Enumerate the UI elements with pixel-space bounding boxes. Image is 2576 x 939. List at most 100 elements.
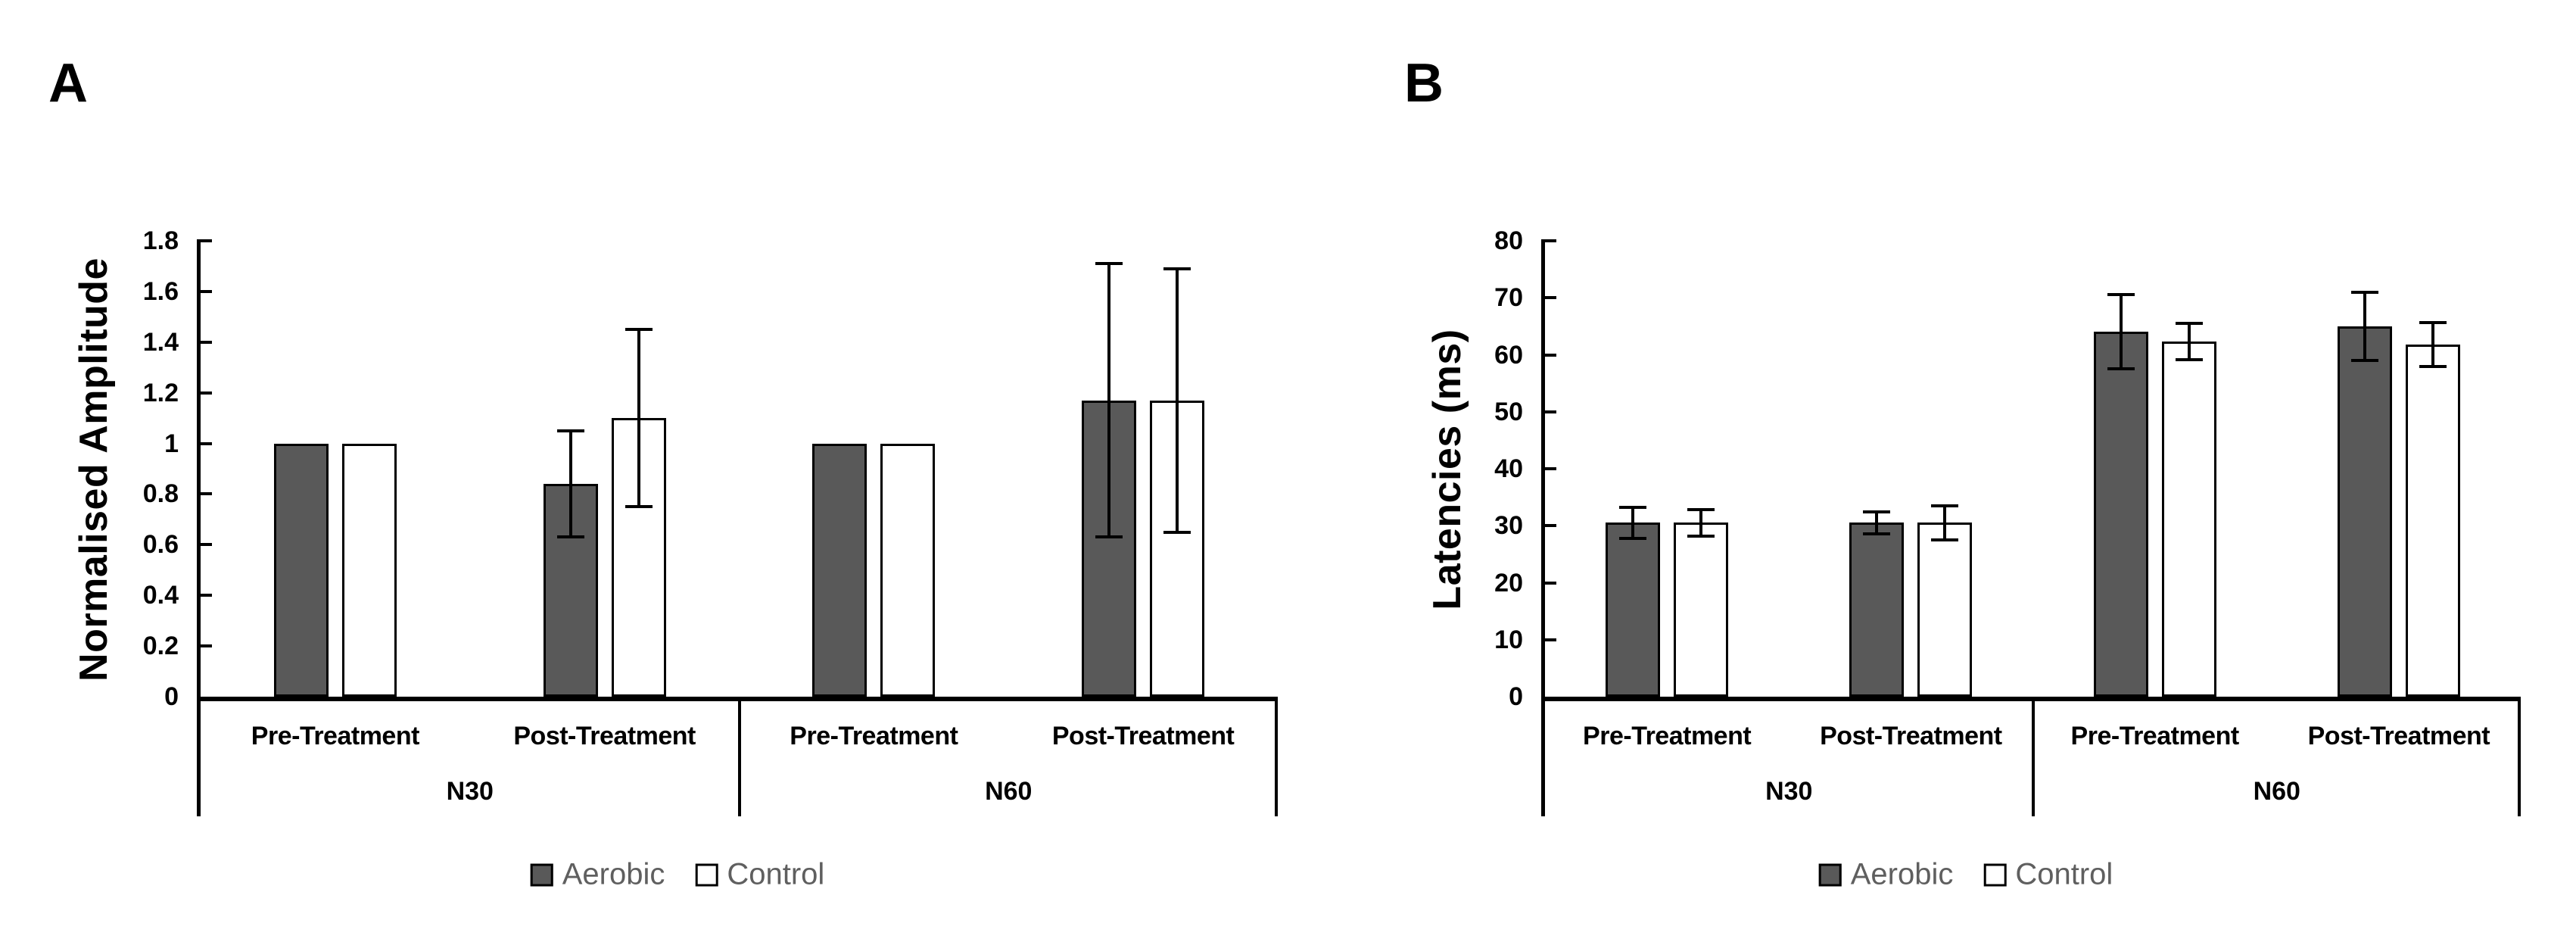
- y-axis-line: [1541, 239, 1545, 816]
- bar-control: [1674, 523, 1729, 697]
- category-label: Post-Treatment: [1820, 722, 2002, 750]
- group-label: N30: [446, 777, 494, 806]
- y-tick-mark: [1545, 353, 1556, 357]
- category-label: Post-Treatment: [2307, 722, 2490, 750]
- bar-control: [341, 443, 397, 697]
- y-tick-label: 0.6: [142, 530, 179, 560]
- error-bar-bottom-cap: [2107, 367, 2135, 371]
- y-axis-line: [197, 239, 201, 816]
- bar-aerobic: [543, 484, 598, 697]
- error-bar-top-cap: [625, 328, 653, 332]
- error-bar-top-cap: [2419, 321, 2447, 325]
- panel-a-letter: A: [48, 53, 88, 114]
- error-bar: [2431, 323, 2434, 367]
- error-bar-bottom-cap: [1619, 536, 1647, 540]
- y-tick-label: 80: [1494, 226, 1523, 255]
- error-bar-top-cap: [1619, 506, 1647, 510]
- y-tick-label: 60: [1494, 340, 1523, 370]
- error-bar-top-cap: [2175, 322, 2203, 326]
- error-bar-top-cap: [2107, 293, 2135, 297]
- error-bar-bottom-cap: [1095, 535, 1123, 539]
- bar-aerobic: [2337, 326, 2392, 697]
- y-tick-mark: [201, 644, 212, 648]
- error-bar: [637, 329, 640, 507]
- y-tick-label: 70: [1494, 283, 1523, 313]
- category-label: Pre-Treatment: [2070, 722, 2240, 750]
- group-separator-line: [2031, 697, 2035, 816]
- category-label: Pre-Treatment: [251, 722, 420, 750]
- x-axis-line: [1541, 697, 2521, 701]
- legend-label-control: Control: [2015, 857, 2113, 891]
- error-bar: [1875, 512, 1879, 534]
- y-tick-mark: [201, 340, 212, 344]
- error-bar: [1943, 505, 1947, 541]
- group-separator-line: [737, 697, 741, 816]
- y-tick-label: 1.4: [142, 327, 179, 357]
- y-tick-mark: [201, 391, 212, 395]
- legend-label-aerobic: Aerobic: [1850, 857, 1954, 891]
- legend-label-aerobic: Aerobic: [562, 857, 665, 891]
- y-tick-mark: [1545, 524, 1556, 528]
- y-tick-label: 1.8: [142, 226, 179, 255]
- error-bar-bottom-cap: [2419, 364, 2447, 368]
- y-tick-mark: [201, 239, 212, 242]
- error-bar: [1176, 268, 1179, 532]
- bar-control: [880, 443, 936, 697]
- error-bar: [2363, 292, 2366, 361]
- bar-control: [2161, 342, 2216, 697]
- legend-item-control: Control: [695, 858, 824, 892]
- bar-aerobic: [1606, 523, 1661, 697]
- legend-item-aerobic: Aerobic: [530, 857, 665, 892]
- panel-a-legend: Aerobic Control: [530, 857, 824, 892]
- error-bar-bottom-cap: [1931, 538, 1959, 542]
- category-label: Post-Treatment: [513, 722, 696, 750]
- legend-label-control: Control: [727, 857, 825, 891]
- y-tick-mark: [201, 492, 212, 496]
- category-label: Post-Treatment: [1051, 722, 1235, 750]
- plot-right-border-line: [2518, 697, 2521, 816]
- error-bar-top-cap: [1095, 262, 1123, 266]
- error-bar-top-cap: [1687, 508, 1715, 512]
- bar-aerobic: [273, 443, 329, 697]
- aerobic-swatch-icon: [530, 863, 553, 886]
- y-tick-mark: [201, 441, 212, 445]
- error-bar: [1699, 510, 1703, 536]
- error-bar: [1107, 264, 1111, 538]
- y-tick-mark: [1545, 239, 1556, 242]
- bar-aerobic: [1849, 523, 1905, 697]
- y-tick-label: 0.8: [142, 479, 179, 509]
- category-label: Pre-Treatment: [1583, 722, 1752, 750]
- bar-aerobic: [2093, 332, 2148, 697]
- y-tick-label: 20: [1494, 568, 1523, 597]
- y-tick-mark: [1545, 296, 1556, 300]
- y-tick-mark: [1545, 581, 1556, 585]
- error-bar-bottom-cap: [556, 535, 584, 539]
- error-bar: [2119, 295, 2123, 370]
- control-swatch-icon: [1983, 863, 2007, 886]
- group-label: N60: [2253, 777, 2300, 806]
- y-tick-label: 1.6: [142, 276, 179, 306]
- y-tick-label: 30: [1494, 511, 1523, 541]
- y-tick-mark: [1545, 467, 1556, 470]
- y-tick-label: 50: [1494, 397, 1523, 426]
- y-tick-mark: [1545, 638, 1556, 641]
- y-tick-label: 1: [164, 429, 179, 458]
- y-tick-label: 10: [1494, 625, 1523, 654]
- panel-b-letter: B: [1404, 53, 1444, 114]
- error-bar-top-cap: [2350, 290, 2378, 294]
- error-bar: [1631, 507, 1635, 538]
- y-tick-label: 0.2: [142, 632, 179, 661]
- error-bar: [2187, 323, 2191, 360]
- aerobic-swatch-icon: [1818, 863, 1842, 886]
- error-bar-top-cap: [1863, 510, 1891, 514]
- legend-item-control: Control: [1983, 858, 2113, 892]
- y-tick-label: 0: [1509, 682, 1523, 711]
- y-tick-label: 0.4: [142, 581, 179, 610]
- error-bar-top-cap: [1163, 267, 1191, 270]
- error-bar-bottom-cap: [2175, 358, 2203, 362]
- x-axis-line: [197, 697, 1278, 701]
- y-tick-mark: [1545, 410, 1556, 413]
- error-bar-top-cap: [1931, 504, 1959, 507]
- error-bar: [568, 430, 572, 538]
